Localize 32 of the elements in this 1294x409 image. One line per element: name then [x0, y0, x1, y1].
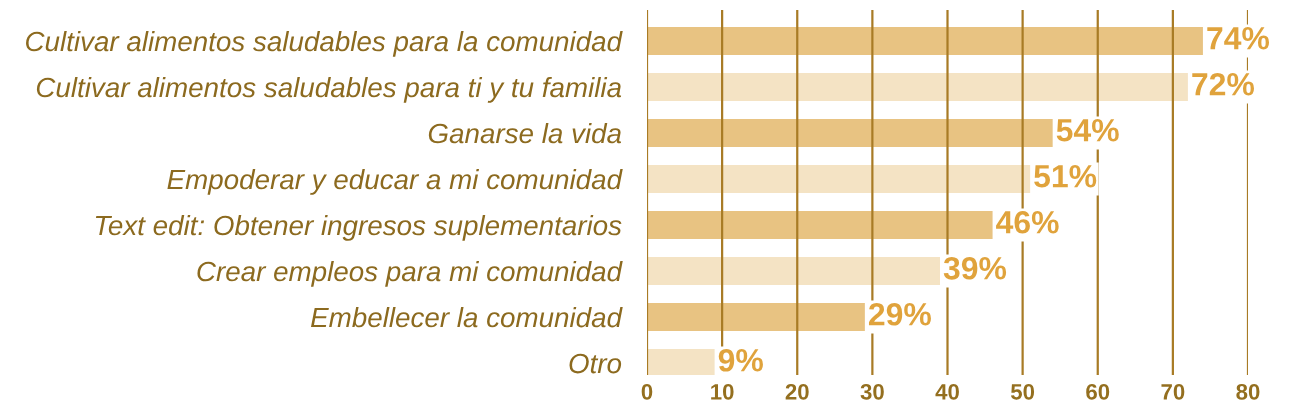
x-tick-label: 20: [785, 383, 809, 400]
data-label: 54%: [1056, 119, 1119, 142]
x-tick-label: 50: [1010, 383, 1035, 400]
x-tick-label: 30: [860, 383, 884, 400]
bar: [647, 257, 940, 286]
x-tick-label: 0: [641, 383, 653, 400]
bar: [647, 303, 865, 332]
data-label: 39%: [943, 256, 1007, 280]
x-tick-label: 40: [935, 383, 959, 400]
y-tick-label: Ganarse la vida: [428, 122, 622, 144]
x-tick-label: 70: [1161, 383, 1185, 400]
bar: [647, 72, 1188, 102]
bar: [647, 26, 1203, 56]
bar: [647, 118, 1053, 148]
data-label: 46%: [996, 210, 1059, 234]
data-label: 72%: [1192, 72, 1254, 96]
y-tick-label: Cultivar alimentos saludables para la comunidad: [26, 30, 623, 57]
y-tick-label: Embellecer la comunidad: [310, 306, 623, 328]
data-label: 9%: [718, 348, 763, 372]
y-tick-label: Cultivar alimentos saludables para ti y tu familia: [36, 76, 622, 103]
y-tick-label: Text edit: Obtener ingresos suplementarios: [95, 214, 622, 241]
y-tick-label: Otro: [569, 353, 622, 374]
bar: [647, 164, 1031, 194]
x-tick-label: 60: [1086, 383, 1110, 400]
data-label: 74%: [1207, 27, 1270, 50]
x-tick-label: 80: [1236, 383, 1260, 400]
x-tick-label: 10: [711, 383, 734, 400]
data-label: 29%: [868, 302, 931, 326]
y-tick-label: Empoderar y educar a mi comunidad: [167, 168, 623, 195]
data-label: 51%: [1034, 165, 1097, 188]
bar: [647, 210, 993, 240]
y-tick-label: Crear empleos para mi comunidad: [197, 260, 623, 287]
